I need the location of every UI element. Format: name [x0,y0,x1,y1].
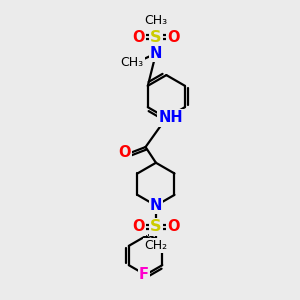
Text: NH: NH [158,110,183,125]
Text: O: O [132,30,144,45]
Text: N: N [150,198,162,213]
Text: F: F [139,267,149,282]
Text: CH₂: CH₂ [144,239,167,252]
Text: O: O [132,220,144,235]
Text: N: N [150,46,162,61]
Text: CH₃: CH₃ [121,56,144,69]
Text: O: O [118,146,131,160]
Text: S: S [150,220,162,235]
Text: O: O [167,30,180,45]
Text: O: O [167,220,180,235]
Text: S: S [150,30,162,45]
Text: CH₃: CH₃ [144,14,167,27]
